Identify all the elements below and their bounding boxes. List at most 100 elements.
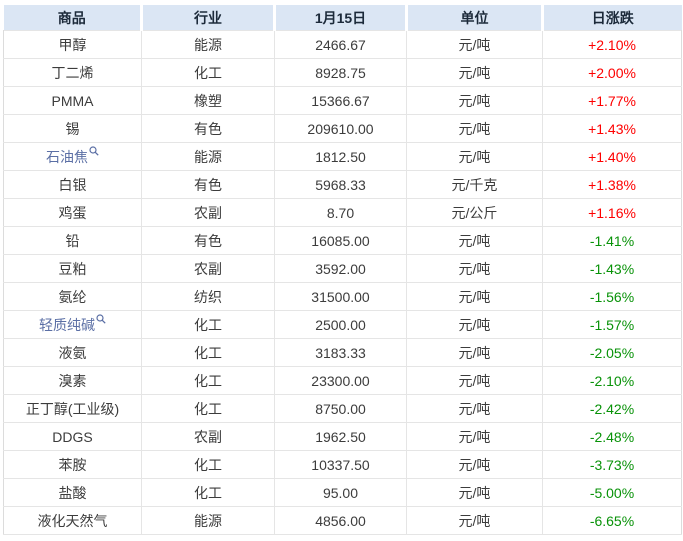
- table-row: 铅有色 16085.00 元/吨 -1.41%: [3, 226, 682, 255]
- commodity-cell: 液化天然气: [3, 506, 142, 535]
- table-row: 溴素 化工 23300.00 元/吨 -2.10%: [3, 366, 682, 395]
- industry-cell: 化工: [141, 450, 275, 479]
- table-row: 鸡蛋 农副 8.70 元/公斤 +1.16%: [3, 198, 682, 227]
- price-cell: 1962.50: [274, 422, 407, 451]
- daily-change-cell: +1.38%: [542, 170, 682, 199]
- commodity-cell: 轻质纯碱: [3, 310, 142, 339]
- daily-change-cell: -2.42%: [542, 394, 682, 423]
- daily-change-cell: +1.77%: [542, 86, 682, 115]
- table-row: 丁二烯 化工 8928.75 元/吨 +2.00%: [3, 58, 682, 87]
- commodity-cell: 液氨: [3, 338, 142, 367]
- industry-cell: 有色: [141, 114, 275, 143]
- daily-change-cell: -5.00%: [542, 478, 682, 507]
- table-row: 豆粕 农副 3592.00 元/吨 -1.43%: [3, 254, 682, 283]
- daily-change-cell: -1.41%: [542, 226, 682, 255]
- price-cell: 8928.75: [274, 58, 407, 87]
- daily-change-cell: -3.73%: [542, 450, 682, 479]
- table-row: 轻质纯碱 化工 2500.00 元/吨 -1.57%: [3, 310, 682, 339]
- col-header-commodity: 商品: [3, 5, 142, 31]
- unit-cell: 元/吨: [406, 506, 543, 535]
- commodity-cell: DDGS: [3, 422, 142, 451]
- unit-cell: 元/吨: [406, 142, 543, 171]
- industry-cell: 纺织: [141, 282, 275, 311]
- daily-change-cell: +1.40%: [542, 142, 682, 171]
- unit-cell: 元/吨: [406, 58, 543, 87]
- col-header-date: 1月15日: [273, 5, 407, 31]
- industry-cell: 能源: [141, 506, 275, 535]
- commodity-cell: 氨纶: [3, 282, 142, 311]
- price-cell: 1812.50: [274, 142, 407, 171]
- unit-cell: 元/吨: [406, 450, 543, 479]
- price-cell: 3183.33: [274, 338, 407, 367]
- price-cell: 8750.00: [274, 394, 407, 423]
- unit-cell: 元/吨: [406, 366, 543, 395]
- table-row: DDGS 农副 1962.50 元/吨 -2.48%: [3, 422, 682, 451]
- col-header-unit: 单位: [405, 5, 543, 31]
- unit-cell: 元/吨: [406, 282, 543, 311]
- col-header-daily-change: 日涨跌: [541, 5, 682, 31]
- commodity-cell: 锡: [3, 114, 142, 143]
- industry-cell: 橡塑: [141, 86, 275, 115]
- commodity-cell: 甲醇: [3, 30, 142, 59]
- daily-change-cell: +2.10%: [542, 30, 682, 59]
- price-cell: 23300.00: [274, 366, 407, 395]
- table-row: 锡有色 209610.00 元/吨 +1.43%: [3, 114, 682, 143]
- commodity-cell: 盐酸: [3, 478, 142, 507]
- price-cell: 209610.00: [274, 114, 407, 143]
- industry-cell: 农副: [141, 422, 275, 451]
- commodity-cell: 正丁醇(工业级): [3, 394, 142, 423]
- industry-cell: 化工: [141, 58, 275, 87]
- price-cell: 2466.67: [274, 30, 407, 59]
- price-cell: 95.00: [274, 478, 407, 507]
- daily-change-cell: -1.43%: [542, 254, 682, 283]
- daily-change-cell: +1.43%: [542, 114, 682, 143]
- unit-cell: 元/吨: [406, 338, 543, 367]
- industry-cell: 农副: [141, 254, 275, 283]
- industry-cell: 化工: [141, 338, 275, 367]
- industry-cell: 化工: [141, 394, 275, 423]
- commodity-price-table: 商品 行业 1月15日 单位 日涨跌 甲醇 能源 2466.67 元/吨 +2.10% 丁…: [3, 5, 682, 535]
- header-row: 商品 行业 1月15日 单位 日涨跌: [3, 5, 682, 31]
- commodity-cell: 豆粕: [3, 254, 142, 283]
- commodity-cell: PMMA: [3, 86, 142, 115]
- commodity-cell: 丁二烯: [3, 58, 142, 87]
- unit-cell: 元/吨: [406, 478, 543, 507]
- col-header-industry: 行业: [140, 5, 275, 31]
- commodity-cell: 鸡蛋: [3, 198, 142, 227]
- unit-cell: 元/吨: [406, 422, 543, 451]
- table-row: 液化天然气 能源 4856.00 元/吨 -6.65%: [3, 506, 682, 535]
- unit-cell: 元/吨: [406, 254, 543, 283]
- table-row: 氨纶 纺织 31500.00 元/吨 -1.56%: [3, 282, 682, 311]
- industry-cell: 化工: [141, 478, 275, 507]
- unit-cell: 元/吨: [406, 30, 543, 59]
- table-row: 正丁醇(工业级) 化工 8750.00 元/吨 -2.42%: [3, 394, 682, 423]
- daily-change-cell: -2.05%: [542, 338, 682, 367]
- daily-change-cell: -1.57%: [542, 310, 682, 339]
- commodity-link[interactable]: 轻质纯碱: [39, 317, 95, 333]
- table-row: 盐酸 化工 95.00 元/吨 -5.00%: [3, 478, 682, 507]
- unit-cell: 元/吨: [406, 86, 543, 115]
- price-cell: 2500.00: [274, 310, 407, 339]
- industry-cell: 化工: [141, 366, 275, 395]
- unit-cell: 元/公斤: [406, 198, 543, 227]
- table-row: 石油焦 能源 1812.50 元/吨 +1.40%: [3, 142, 682, 171]
- commodity-link[interactable]: 石油焦: [46, 149, 88, 165]
- price-cell: 8.70: [274, 198, 407, 227]
- table-row: PMMA 橡塑 15366.67 元/吨 +1.77%: [3, 86, 682, 115]
- commodity-cell: 石油焦: [3, 142, 142, 171]
- price-cell: 3592.00: [274, 254, 407, 283]
- commodity-cell: 苯胺: [3, 450, 142, 479]
- table-body: 甲醇 能源 2466.67 元/吨 +2.10% 丁二烯 化工 8928.75 元/吨 +2.00…: [3, 30, 682, 535]
- search-icon[interactable]: [96, 314, 106, 324]
- commodity-cell: 白银: [3, 170, 142, 199]
- daily-change-cell: +2.00%: [542, 58, 682, 87]
- industry-cell: 有色: [141, 170, 275, 199]
- daily-change-cell: -6.65%: [542, 506, 682, 535]
- search-icon[interactable]: [89, 146, 99, 156]
- daily-change-cell: -2.48%: [542, 422, 682, 451]
- daily-change-cell: +1.16%: [542, 198, 682, 227]
- unit-cell: 元/吨: [406, 394, 543, 423]
- price-cell: 10337.50: [274, 450, 407, 479]
- unit-cell: 元/吨: [406, 310, 543, 339]
